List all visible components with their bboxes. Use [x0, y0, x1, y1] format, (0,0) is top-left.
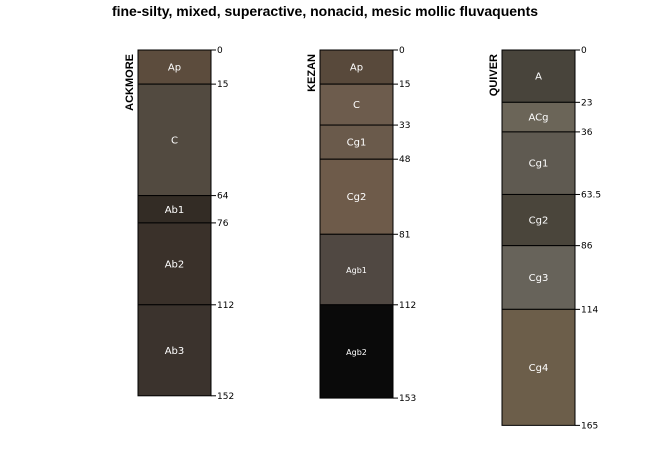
horizon-label: Cg2 — [347, 192, 367, 203]
depth-label: 76 — [217, 219, 229, 229]
horizon-quiver-cg4 — [501, 308, 576, 426]
depth-label: 112 — [399, 301, 416, 311]
horizon-quiver-cg2 — [501, 193, 576, 247]
depth-label: 153 — [399, 394, 416, 404]
profile-name: KEZAN — [306, 54, 318, 92]
chart-title: fine-silty, mixed, superactive, nonacid,… — [111, 3, 539, 19]
horizon-ackmore-ab2 — [137, 222, 212, 306]
horizon-quiver-a — [501, 49, 576, 103]
horizon-quiver-cg1 — [501, 131, 576, 195]
depth-label: 152 — [217, 392, 234, 402]
horizon-kezan-cg2 — [319, 158, 394, 235]
depth-label: 15 — [217, 80, 228, 90]
profile-kezan: Ap C Cg1 Cg2 Agb1 Agb2 0 15 33 48 81 112 153 KEZAN — [306, 46, 416, 404]
depth-label: 86 — [581, 242, 593, 252]
horizon-label: Ab3 — [165, 346, 185, 357]
horizon-kezan-agb1 — [319, 233, 394, 306]
profile-name: QUIVER — [488, 54, 500, 96]
depth-label: 0 — [399, 46, 405, 56]
horizon-label: Ap — [350, 63, 363, 74]
horizon-label: Ap — [168, 63, 181, 74]
profiles-layer: Ap C Ab1 Ab2 Ab3 0 15 64 76 112 152 ACKMORE Ap C Cg1 Cg… — [124, 46, 601, 431]
depth-label: 63.5 — [581, 190, 601, 200]
horizon-ackmore-ab1 — [137, 195, 212, 224]
depth-label: 23 — [581, 98, 592, 108]
horizon-quiver-cg3 — [501, 245, 576, 310]
depth-label: 64 — [217, 192, 229, 202]
horizon-label: Cg2 — [529, 216, 549, 227]
horizon-label: Cg3 — [529, 273, 549, 284]
depth-label: 114 — [581, 305, 598, 315]
horizon-label: Ab2 — [165, 259, 185, 270]
depth-label: 48 — [399, 155, 411, 165]
horizon-label: Cg1 — [529, 159, 549, 170]
depth-label: 0 — [581, 46, 587, 56]
depth-label: 112 — [217, 301, 234, 311]
horizon-label: Cg1 — [347, 138, 367, 149]
depth-label: 36 — [581, 128, 593, 138]
horizon-label: A — [535, 72, 542, 83]
profile-ackmore: Ap C Ab1 Ab2 Ab3 0 15 64 76 112 152 ACKMORE — [124, 46, 234, 402]
depth-label: 33 — [399, 121, 410, 131]
profile-quiver: A ACg Cg1 Cg2 Cg3 Cg4 0 23 36 63.5 86 114 165 QUIVER — [488, 46, 601, 431]
depth-label: 165 — [581, 421, 598, 431]
depth-label: 81 — [399, 230, 410, 240]
horizon-label: Cg4 — [529, 363, 549, 374]
horizon-kezan-agb2 — [319, 304, 394, 399]
horizon-label: Agb1 — [346, 266, 367, 275]
horizon-label: C — [171, 135, 178, 146]
horizon-label: Agb2 — [346, 348, 367, 357]
depth-label: 0 — [217, 46, 223, 56]
horizon-quiver-acg — [501, 101, 576, 133]
horizon-ackmore-ab3 — [137, 304, 212, 397]
horizon-label: ACg — [529, 113, 549, 124]
horizon-label: C — [353, 100, 360, 111]
depth-label: 15 — [399, 80, 410, 90]
horizon-ackmore-ap — [137, 49, 212, 85]
horizon-kezan-cg1 — [319, 124, 394, 160]
horizon-label: Ab1 — [165, 205, 185, 216]
profile-name: ACKMORE — [124, 54, 136, 111]
